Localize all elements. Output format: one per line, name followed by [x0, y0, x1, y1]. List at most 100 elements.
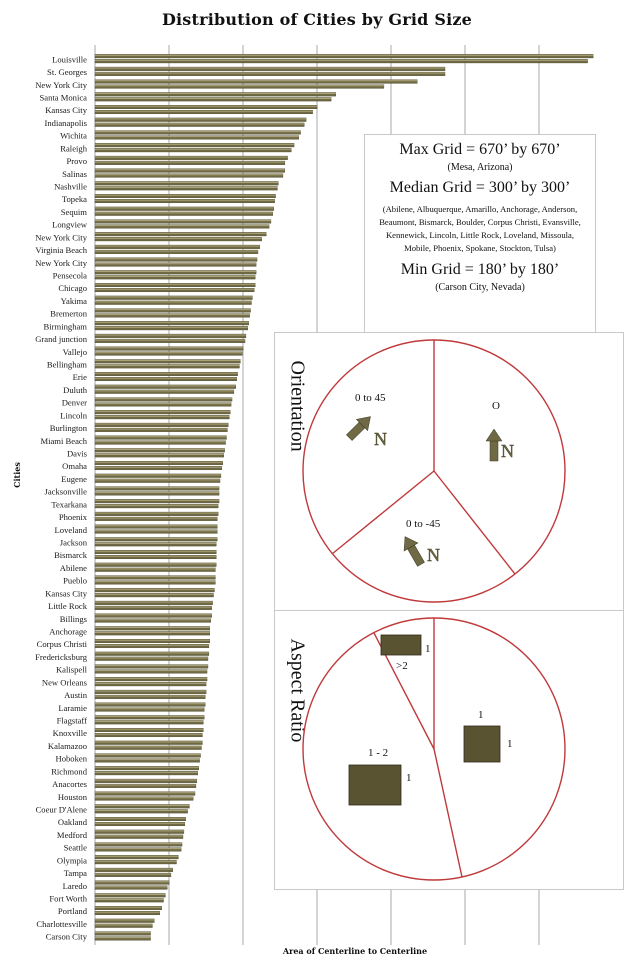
bar-highlight: [95, 220, 271, 222]
bar-highlight: [95, 347, 244, 349]
bar-highlight: [95, 797, 194, 799]
category-label: Abilene: [60, 563, 87, 573]
ratio-1-2-top-label: 1 - 2: [368, 747, 388, 759]
chart-title: Distribution of Cities by Grid Size: [161, 10, 473, 29]
bar-highlight: [95, 809, 188, 811]
bar-highlight: [95, 441, 226, 443]
bar: [94, 143, 295, 148]
bar: [94, 160, 286, 165]
bar-highlight: [95, 263, 257, 265]
bar-highlight: [95, 85, 384, 87]
bar-highlight: [95, 924, 153, 926]
category-label: Bismarck: [54, 550, 88, 560]
bar: [94, 237, 262, 242]
bar-highlight: [95, 792, 195, 794]
bar-highlight: [95, 848, 182, 850]
bar-highlight: [95, 398, 233, 400]
bar: [94, 402, 232, 407]
bar-highlight: [95, 937, 151, 939]
category-label: Burlington: [50, 423, 88, 433]
category-label: Kalispell: [56, 665, 88, 675]
bar-highlight: [95, 194, 276, 196]
bar: [94, 872, 172, 877]
category-label: Tampa: [64, 868, 87, 878]
bar: [94, 567, 216, 572]
category-label: Jacksonville: [45, 487, 88, 497]
bar-highlight: [95, 733, 203, 735]
bar-highlight: [95, 728, 204, 730]
bar: [94, 422, 229, 427]
bar: [94, 135, 299, 140]
bar: [94, 682, 207, 687]
bar: [94, 186, 278, 191]
bar: [94, 728, 204, 733]
bar: [94, 809, 188, 814]
category-label: Anchorage: [49, 627, 87, 637]
bar: [94, 206, 274, 211]
bar-highlight: [95, 186, 278, 188]
category-label: Corpus Christi: [37, 639, 88, 649]
bar-highlight: [95, 911, 160, 913]
bar-highlight: [95, 207, 274, 209]
bar-highlight: [95, 530, 218, 532]
bar: [94, 486, 220, 491]
category-label: Miami Beach: [40, 436, 87, 446]
bar-highlight: [95, 588, 215, 590]
bar-highlight: [95, 275, 256, 277]
bar-highlight: [95, 542, 217, 544]
bar-highlight: [95, 695, 206, 697]
bar-highlight: [95, 415, 230, 417]
bar: [94, 758, 200, 763]
bar: [94, 244, 261, 249]
category-label: Laramie: [58, 703, 87, 713]
bar: [94, 283, 256, 288]
bar-highlight: [95, 258, 258, 260]
aspect-ratio-panel: Aspect Ratio 1 1 1 - 2 1 >2 1: [274, 610, 624, 890]
bar: [94, 351, 243, 356]
bar-highlight: [95, 199, 275, 201]
bar: [94, 346, 244, 351]
bar: [94, 410, 231, 415]
bar-highlight: [95, 92, 336, 94]
category-label: New Orleans: [42, 677, 88, 687]
category-label: Seattle: [64, 843, 88, 853]
bar-highlight: [95, 525, 218, 527]
category-label: Bellingham: [47, 360, 87, 370]
bar: [94, 333, 247, 338]
bar: [94, 656, 209, 661]
bar: [94, 249, 259, 254]
bar: [94, 79, 418, 84]
bar: [94, 669, 208, 674]
bar: [94, 893, 166, 898]
bar: [94, 778, 198, 783]
category-label: Virginia Beach: [35, 245, 87, 255]
bar-highlight: [95, 855, 179, 857]
bar-highlight: [95, 568, 216, 570]
bar-highlight: [95, 517, 218, 519]
bar-highlight: [95, 779, 197, 781]
bar: [94, 644, 210, 649]
bar-highlight: [95, 250, 258, 252]
bar-highlight: [95, 423, 229, 425]
bar-highlight: [95, 461, 223, 463]
bar: [94, 542, 217, 547]
category-label: Sequim: [61, 207, 88, 217]
aspect-ratio-pie: 1 1 1 - 2 1 >2 1: [302, 617, 566, 881]
bar-highlight: [95, 614, 212, 616]
bar: [94, 664, 209, 669]
bar-highlight: [95, 822, 185, 824]
bar: [94, 847, 182, 852]
bar: [94, 834, 184, 839]
bar-highlight: [95, 860, 177, 862]
bar-highlight: [95, 766, 199, 768]
bar: [94, 626, 211, 631]
bar-highlight: [95, 504, 219, 506]
bar: [94, 168, 286, 173]
bar: [94, 122, 305, 127]
bar-highlight: [95, 143, 295, 145]
bar-highlight: [95, 550, 217, 552]
category-label: Kalamazoo: [48, 741, 87, 751]
bar: [94, 631, 211, 636]
median-grid-text: Median Grid = 300’ by 300’: [389, 179, 571, 196]
bar-highlight: [95, 352, 243, 354]
